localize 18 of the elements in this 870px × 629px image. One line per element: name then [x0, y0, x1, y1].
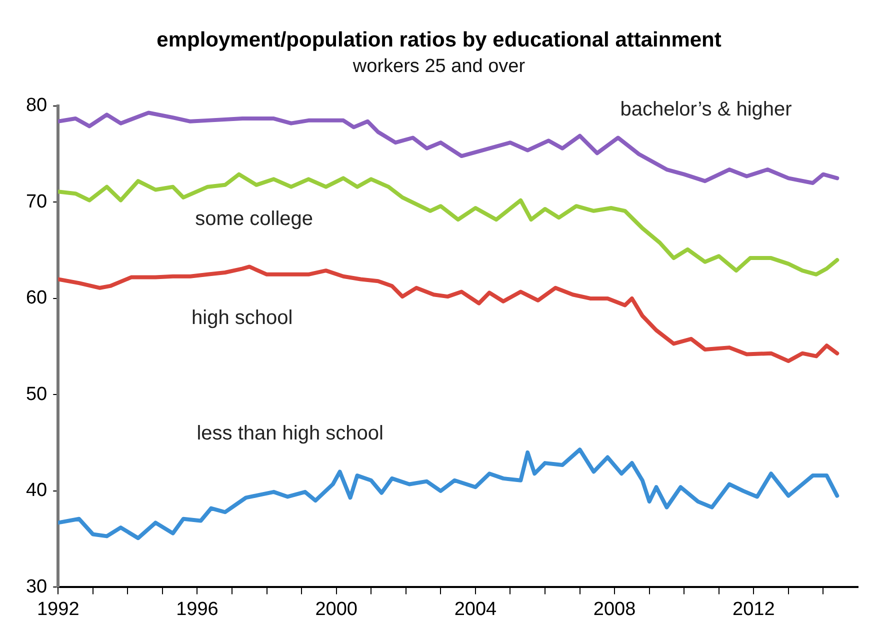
y-tick-label: 50: [26, 384, 48, 405]
chart-title: employment/population ratios by educational attainment: [156, 28, 722, 52]
x-tick-label: 2004: [454, 598, 498, 620]
y-tick-label: 70: [26, 191, 48, 212]
y-tick-label: 80: [26, 95, 48, 116]
y-tick-label: 60: [26, 288, 48, 309]
x-tick-label: 2008: [593, 598, 636, 620]
series-label: less than high school: [196, 422, 384, 445]
x-tick-label: 1992: [36, 598, 80, 620]
x-tick-label: 2012: [732, 598, 775, 620]
chart-subtitle: workers 25 and over: [352, 56, 526, 77]
y-tick-label: 30: [26, 576, 48, 598]
y-tick-label: 40: [26, 480, 48, 502]
series-label: high school: [192, 307, 293, 330]
x-tick-label: 1996: [176, 598, 218, 620]
series-label: some college: [195, 208, 314, 230]
x-tick-label: 2000: [315, 598, 358, 620]
series-label: bachelor’s & higher: [620, 98, 792, 120]
